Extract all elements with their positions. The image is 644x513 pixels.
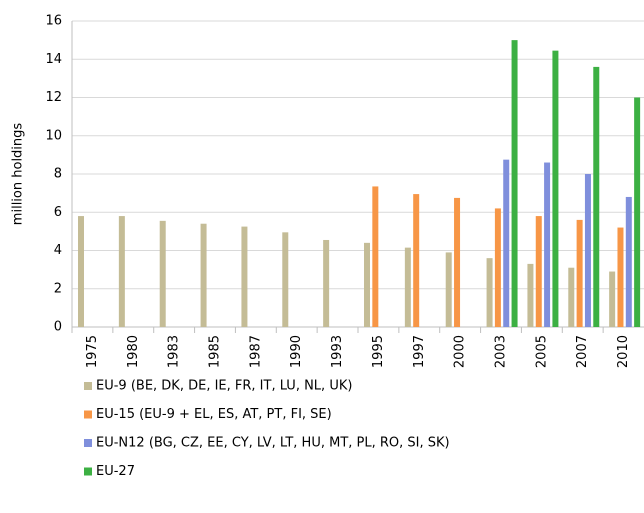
bar: [568, 267, 575, 327]
bar: [159, 220, 166, 327]
bar: [364, 242, 370, 327]
bar: [494, 208, 501, 327]
x-tick-label: 1983: [167, 335, 182, 368]
legend-label: EU-9 (BE, DK, DE, IE, FR, IT, LU, NL, UK…: [96, 379, 352, 394]
legend-swatch: [84, 410, 92, 419]
y-tick-label: 0: [54, 320, 62, 335]
bar: [584, 174, 591, 327]
y-tick-label: 6: [54, 205, 62, 220]
bar: [404, 247, 411, 327]
bar: [593, 66, 600, 328]
bar: [634, 97, 641, 327]
y-tick-label: 14: [45, 52, 62, 67]
bar: [323, 239, 330, 327]
x-tick-label: 2007: [575, 335, 590, 368]
x-tick-label: 2010: [616, 335, 631, 368]
y-tick-label: 2: [54, 281, 62, 296]
bar: [625, 196, 632, 327]
bar: [503, 159, 510, 327]
bar: [544, 162, 551, 327]
legend-swatch: [84, 382, 92, 390]
y-tick-label: 4: [54, 243, 62, 258]
bar: [511, 40, 518, 327]
bar: [200, 223, 207, 327]
x-tick-label: 1985: [208, 335, 223, 368]
bar: [576, 219, 583, 327]
y-tick-label: 12: [45, 90, 62, 105]
bar: [241, 226, 248, 327]
bar: [445, 252, 452, 327]
x-tick-label: 1993: [330, 335, 345, 368]
x-tick-label: 2003: [494, 335, 509, 368]
bar: [78, 216, 84, 327]
y-tick-label: 10: [45, 128, 62, 143]
x-tick-label: 1975: [85, 335, 100, 368]
legend-label: EU-15 (EU-9 + EL, ES, AT, PT, FI, SE): [96, 407, 332, 422]
bar: [486, 258, 493, 327]
bar: [118, 216, 125, 327]
y-axis-label: million holdings: [11, 123, 26, 226]
legend-label: EU-27: [96, 464, 135, 479]
legend-label: EU-N12 (BG, CZ, EE, CY, LV, LT, HU, MT, …: [96, 436, 450, 451]
x-tick-label: 1980: [126, 335, 141, 368]
y-tick-label: 8: [54, 167, 62, 182]
legend-swatch: [84, 439, 92, 447]
bar: [282, 232, 289, 327]
bar: [413, 194, 420, 327]
bar: [609, 271, 616, 327]
x-tick-label: 2000: [453, 335, 468, 368]
x-tick-label: 1987: [248, 335, 263, 368]
legend-swatch: [84, 467, 92, 476]
bar: [454, 197, 461, 327]
bar: [617, 227, 624, 327]
bar: [372, 186, 379, 327]
x-tick-label: 1990: [289, 335, 304, 368]
x-tick-label: 1995: [371, 335, 386, 368]
bar: [552, 50, 559, 328]
bar: [535, 216, 542, 327]
bar: [527, 263, 534, 327]
y-tick-label: 16: [45, 14, 62, 29]
x-tick-label: 2005: [534, 335, 549, 368]
x-tick-label: 1997: [412, 335, 427, 368]
